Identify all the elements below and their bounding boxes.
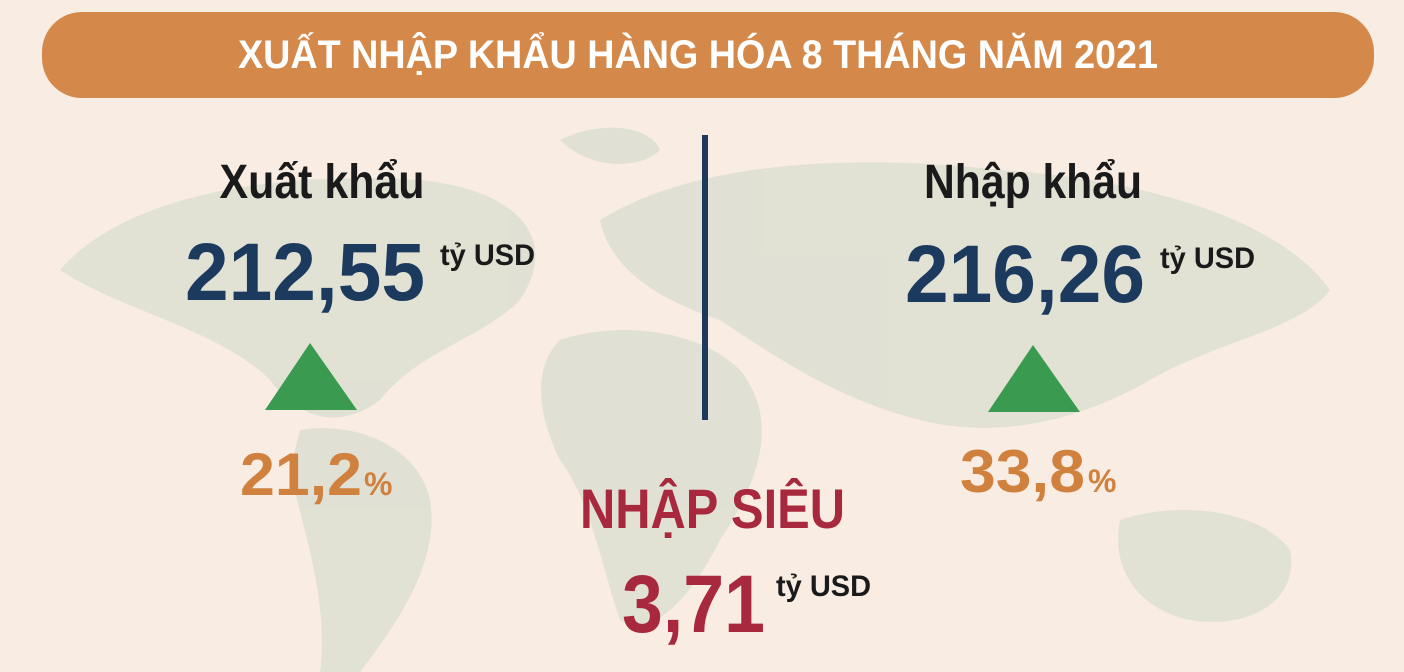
map-greenland xyxy=(560,127,660,164)
map-north-america xyxy=(60,178,536,418)
export-up-arrow xyxy=(265,343,357,410)
import-up-arrow xyxy=(988,345,1080,412)
export-unit: tỷ USD xyxy=(440,239,535,272)
title: XUẤT NHẬP KHẨU HÀNG HÓA 8 THÁNG NĂM 2021 xyxy=(238,30,1158,77)
export-value: 212,55 xyxy=(185,227,425,318)
deficit-value: 3,71 xyxy=(622,559,765,650)
deficit-unit: tỷ USD xyxy=(776,570,871,603)
import-value: 216,26 xyxy=(905,229,1145,320)
map-south-america xyxy=(290,428,432,672)
export-growth: 21,2 xyxy=(240,441,362,508)
import-unit: tỷ USD xyxy=(1160,242,1255,275)
map-australia xyxy=(1118,510,1292,622)
import-growth-unit: % xyxy=(1088,463,1116,499)
import-growth: 33,8 xyxy=(960,438,1085,505)
export-label: Xuất khẩu xyxy=(220,156,425,209)
title-bar xyxy=(42,12,1374,98)
world-map xyxy=(60,127,1330,672)
export-growth-unit: % xyxy=(364,466,392,502)
import-label: Nhập khẩu xyxy=(924,156,1142,209)
deficit-label: NHẬP SIÊU xyxy=(580,477,845,540)
map-eurasia xyxy=(600,162,1330,428)
